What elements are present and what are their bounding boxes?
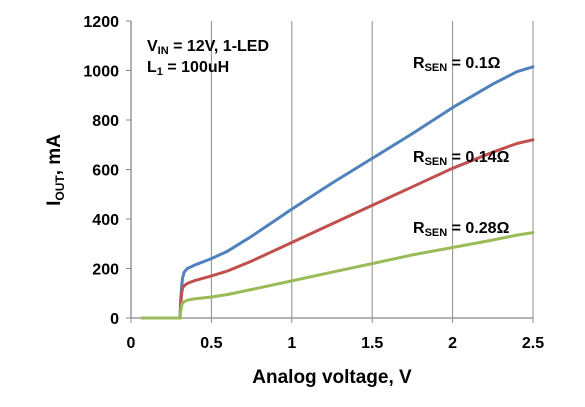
x-tick-label-3: 1.5 [361, 335, 383, 352]
y-axis-ticks: 0 200 400 600 800 1000 1200 [83, 14, 131, 328]
y-axis-title-main: I [44, 201, 65, 206]
series-lines [140, 65, 535, 320]
series-line-1 [140, 138, 535, 320]
y-tick-label-5: 1000 [83, 64, 119, 81]
gridlines [210, 21, 534, 318]
x-tick-label-4: 2 [448, 335, 457, 352]
y-axis-title-sub: OUT [53, 175, 67, 201]
series-line-0 [140, 65, 535, 320]
y-axis-title: IOUT, mA [44, 134, 67, 206]
series-label-0: RSEN = 0.1Ω [413, 55, 501, 74]
y-tick-label-6: 1200 [83, 14, 119, 31]
x-tick-label-0: 0 [127, 335, 136, 352]
y-tick-label-4: 800 [92, 113, 119, 130]
y-tick-label-1: 200 [92, 262, 119, 279]
condition-vin: VIN = 12V, 1-LED [147, 38, 269, 57]
plot-area: 0 0.5 1 1.5 2 2.5 0 200 400 600 800 1000 1200 [83, 14, 544, 352]
series-line-2 [140, 231, 535, 320]
x-tick-label-5: 2.5 [522, 335, 544, 352]
series-label-1: RSEN = 0.14Ω [413, 149, 510, 168]
y-tick-label-2: 400 [92, 212, 119, 229]
x-axis-title: Analog voltage, V [252, 367, 412, 388]
series-label-2: RSEN = 0.28Ω [413, 220, 510, 239]
condition-inductor: L1 = 100uH [147, 59, 229, 78]
y-tick-label-3: 600 [92, 163, 119, 180]
series-labels: RSEN = 0.1Ω RSEN = 0.14Ω RSEN = 0.28Ω [413, 55, 510, 239]
y-tick-label-0: 0 [110, 311, 119, 328]
x-tick-label-2: 1 [287, 335, 296, 352]
x-tick-label-1: 0.5 [200, 335, 222, 352]
x-axis-ticks: 0 0.5 1 1.5 2 2.5 [127, 318, 544, 352]
conditions-annotation: VIN = 12V, 1-LED L1 = 100uH [147, 38, 269, 78]
y-axis-title-rest: , mA [44, 134, 65, 175]
